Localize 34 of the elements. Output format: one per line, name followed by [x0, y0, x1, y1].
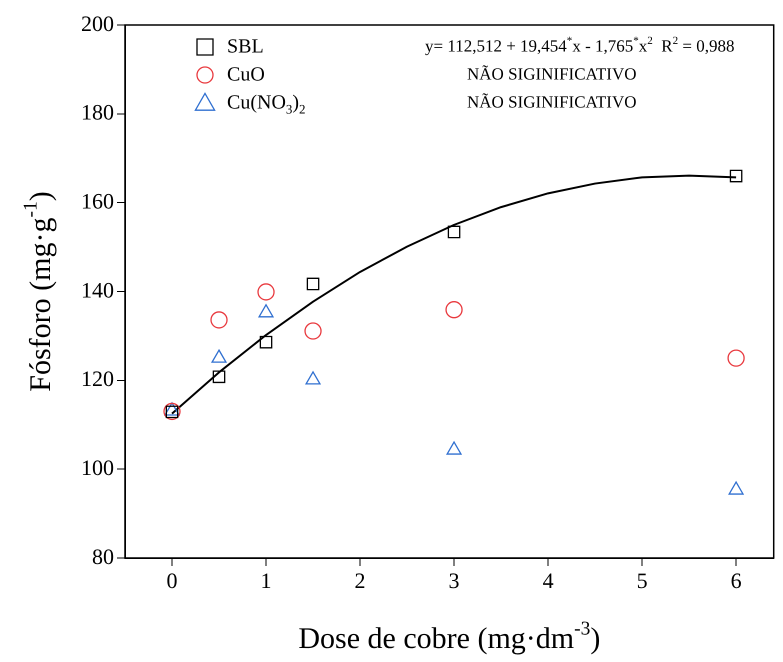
point: [210, 311, 228, 329]
x-tick-label: 3: [448, 568, 460, 593]
annotation: NÃO SIGINIFICATIVO: [467, 64, 637, 84]
y-tick-label: 160: [81, 188, 114, 214]
point: [304, 322, 322, 340]
point: [730, 170, 742, 182]
point: [260, 336, 272, 348]
point: [212, 370, 226, 384]
point: [727, 349, 745, 367]
x-tick-label: 0: [166, 568, 178, 593]
legend-label: SBL: [227, 35, 264, 58]
y-tick-label: 100: [81, 454, 114, 480]
point: [163, 402, 181, 420]
annotation: NÃO SIGINIFICATIVO: [467, 92, 637, 112]
point: [305, 371, 321, 385]
point: [164, 402, 180, 416]
x-tick-label: 2: [354, 568, 366, 593]
y-tick-label: 200: [81, 10, 114, 36]
x-tick-label: 6: [730, 568, 742, 593]
y-tick-label: 80: [92, 544, 114, 569]
point: [446, 441, 462, 455]
point: [445, 301, 463, 318]
y-tick-label: 140: [81, 277, 114, 302]
y-axis-title: Fósforo (mg·g-1): [20, 191, 57, 392]
point: [257, 283, 275, 301]
y-tick-label: 120: [81, 366, 114, 392]
point: [448, 226, 460, 238]
point: [728, 481, 744, 495]
point: [306, 278, 320, 290]
legend-label: CuO: [227, 63, 265, 86]
y-tick-label: 180: [81, 100, 114, 125]
x-tick-label: 1: [260, 568, 272, 593]
x-tick-label: 4: [542, 568, 554, 593]
x-tick-label: 5: [636, 568, 648, 593]
